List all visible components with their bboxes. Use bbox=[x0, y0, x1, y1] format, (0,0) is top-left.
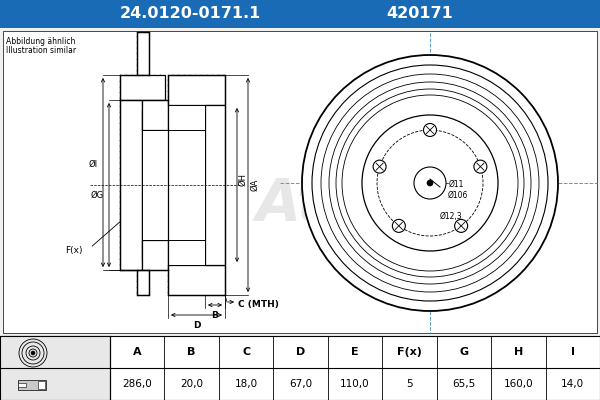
Bar bbox=[18, 383, 26, 387]
Circle shape bbox=[362, 115, 498, 251]
Text: H: H bbox=[514, 347, 523, 357]
Text: C (MTH): C (MTH) bbox=[238, 300, 279, 308]
Bar bbox=[168, 265, 225, 295]
Text: ØE: ØE bbox=[151, 179, 160, 191]
Text: 67,0: 67,0 bbox=[289, 379, 312, 389]
Bar bbox=[137, 32, 149, 75]
Text: ØH: ØH bbox=[238, 174, 247, 186]
Circle shape bbox=[455, 219, 467, 232]
Text: 5: 5 bbox=[406, 379, 413, 389]
Circle shape bbox=[312, 65, 548, 301]
Bar bbox=[18, 380, 46, 390]
Bar bbox=[142, 240, 168, 270]
Circle shape bbox=[424, 124, 437, 136]
Text: 286,0: 286,0 bbox=[122, 379, 152, 389]
Circle shape bbox=[373, 160, 386, 173]
Text: D: D bbox=[296, 347, 305, 357]
Text: 20,0: 20,0 bbox=[180, 379, 203, 389]
Text: 420171: 420171 bbox=[386, 6, 454, 22]
Bar bbox=[168, 75, 225, 105]
Text: B: B bbox=[212, 311, 218, 320]
Text: 110,0: 110,0 bbox=[340, 379, 370, 389]
Bar bbox=[38, 381, 45, 389]
Text: Ø11: Ø11 bbox=[449, 180, 464, 188]
Circle shape bbox=[392, 219, 406, 232]
Text: B: B bbox=[187, 347, 196, 357]
Bar bbox=[120, 75, 165, 100]
Bar bbox=[142, 130, 168, 240]
Bar bbox=[142, 110, 164, 260]
Text: Ø106: Ø106 bbox=[448, 190, 469, 200]
Text: ØG: ØG bbox=[91, 190, 104, 200]
Bar bbox=[0, 336, 110, 400]
Text: 65,5: 65,5 bbox=[452, 379, 476, 389]
Circle shape bbox=[427, 180, 433, 186]
Bar bbox=[0, 336, 600, 400]
Text: 160,0: 160,0 bbox=[503, 379, 533, 389]
Text: D: D bbox=[193, 321, 200, 330]
Text: ØI: ØI bbox=[89, 160, 98, 169]
Text: A: A bbox=[133, 347, 142, 357]
Bar bbox=[137, 270, 149, 295]
Bar bbox=[142, 100, 168, 130]
Bar bbox=[120, 100, 142, 270]
Bar bbox=[168, 105, 205, 265]
Circle shape bbox=[31, 351, 35, 355]
Bar bbox=[205, 105, 225, 265]
Text: 14,0: 14,0 bbox=[561, 379, 584, 389]
Text: F(x): F(x) bbox=[65, 246, 83, 254]
Text: 18,0: 18,0 bbox=[235, 379, 257, 389]
Text: Ate: Ate bbox=[256, 176, 365, 234]
Text: C: C bbox=[242, 347, 250, 357]
Bar bbox=[0, 0, 600, 28]
Text: G: G bbox=[460, 347, 469, 357]
Circle shape bbox=[302, 55, 558, 311]
Text: F(x): F(x) bbox=[397, 347, 422, 357]
Text: 24.0120-0171.1: 24.0120-0171.1 bbox=[119, 6, 260, 22]
Text: I: I bbox=[571, 347, 575, 357]
Text: E: E bbox=[351, 347, 359, 357]
Bar bbox=[3, 31, 597, 333]
Text: Ø12,3: Ø12,3 bbox=[440, 212, 463, 220]
Circle shape bbox=[414, 167, 446, 199]
Text: ØA: ØA bbox=[250, 179, 259, 191]
Text: Abbildung ähnlich: Abbildung ähnlich bbox=[6, 37, 76, 46]
Text: Illustration similar: Illustration similar bbox=[6, 46, 76, 55]
Circle shape bbox=[474, 160, 487, 173]
Bar bbox=[0, 28, 600, 336]
